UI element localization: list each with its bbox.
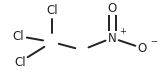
- Text: −: −: [150, 38, 157, 46]
- Text: Cl: Cl: [12, 29, 24, 43]
- Text: Cl: Cl: [46, 4, 58, 17]
- Text: N: N: [108, 32, 116, 45]
- Text: O: O: [137, 41, 147, 55]
- Text: +: +: [119, 27, 126, 35]
- Text: O: O: [107, 1, 117, 15]
- Text: Cl: Cl: [14, 56, 26, 68]
